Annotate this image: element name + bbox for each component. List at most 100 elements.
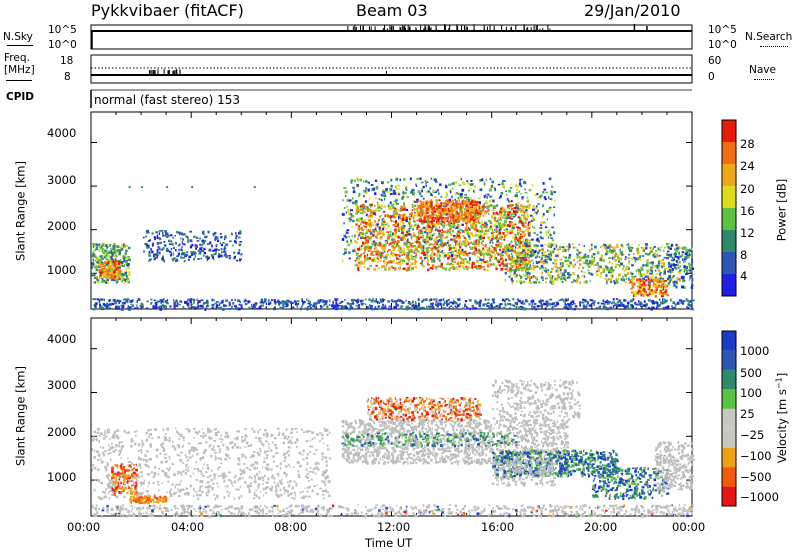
power-echo (123, 298, 126, 301)
power-echo (381, 303, 384, 307)
power-echo (446, 303, 449, 307)
power-echo (162, 246, 165, 250)
power-echo (523, 233, 527, 236)
power-echo (444, 217, 448, 220)
power-echo (518, 280, 521, 284)
power-echo (369, 264, 373, 267)
power-echo (482, 303, 485, 307)
power-echo (630, 249, 632, 253)
power-echo (504, 211, 507, 215)
power-echo (187, 298, 190, 302)
power-echo (473, 240, 476, 243)
power-echo (600, 246, 602, 249)
power-echo (103, 269, 106, 272)
power-echo (426, 262, 429, 265)
power-echo (418, 307, 421, 311)
power-echo (107, 250, 111, 253)
nave-legend-line (754, 79, 774, 80)
power-echo (482, 205, 484, 208)
power-echo (655, 301, 659, 304)
power-echo (433, 220, 435, 222)
power-echo (645, 303, 648, 307)
power-echo (354, 259, 357, 262)
power-echo (179, 303, 181, 306)
power-echo (482, 233, 485, 236)
power-echo (426, 226, 429, 229)
power-echo (442, 225, 445, 229)
power-echo (399, 178, 401, 181)
power-echo (341, 300, 344, 303)
power-echo (545, 300, 547, 303)
power-echo (485, 232, 488, 236)
power-echo (642, 247, 645, 250)
power-echo (469, 212, 471, 215)
power-echo (379, 244, 382, 247)
power-echo (646, 262, 649, 266)
power-echo (207, 256, 210, 260)
power-echo (614, 266, 617, 269)
power-echo (454, 249, 457, 252)
power-echo (161, 304, 164, 307)
power-echo (435, 236, 439, 238)
power-echo (349, 303, 352, 306)
power-echo (414, 248, 416, 251)
power-echo (150, 302, 153, 304)
power-echo (514, 301, 518, 305)
power-echo (128, 259, 131, 262)
power-echo (485, 202, 489, 205)
power-echo (334, 305, 338, 308)
power-echo (118, 278, 122, 280)
power-echo (369, 221, 371, 225)
power-echo (628, 253, 631, 256)
power-echo (440, 237, 443, 241)
power-echo (491, 246, 495, 249)
power-echo (568, 265, 571, 268)
power-echo (509, 270, 512, 273)
power-echo (616, 254, 619, 257)
power-echo (403, 217, 406, 221)
power-echo (490, 306, 493, 309)
power-echo (382, 247, 385, 251)
power-echo (388, 243, 390, 246)
power-echo (159, 247, 161, 250)
power-echo (297, 302, 300, 305)
power-echo (476, 201, 479, 204)
power-echo (682, 300, 685, 304)
power-echo (502, 249, 506, 251)
power-echo (667, 245, 669, 247)
power-echo (523, 218, 527, 221)
power-echo (677, 246, 680, 248)
power-echo (332, 306, 336, 310)
power-echo (141, 303, 144, 307)
power-echo (514, 275, 518, 279)
power-echo (123, 273, 125, 277)
power-echo (499, 224, 501, 227)
power-echo (510, 273, 512, 276)
power-echo (555, 269, 559, 273)
power-echo (112, 250, 116, 254)
power-echo (354, 250, 357, 253)
power-echo (504, 263, 508, 266)
power-echo (506, 213, 510, 217)
power-echo (367, 219, 371, 222)
power-echo (285, 304, 289, 308)
power-echo (395, 223, 397, 226)
power-echo (395, 302, 398, 306)
power-echo (148, 260, 151, 262)
power-echo (442, 205, 446, 208)
power-echo (473, 251, 475, 254)
power-echo (497, 183, 501, 186)
power-echo (435, 247, 438, 249)
power-echo (512, 236, 516, 239)
power-echo (93, 244, 96, 247)
power-echo (448, 198, 452, 201)
power-echo (107, 270, 111, 273)
power-echo (619, 257, 622, 261)
power-echo (438, 254, 441, 257)
power-echo (392, 242, 395, 245)
power-echo (506, 248, 508, 251)
power-echo (568, 246, 571, 249)
power-echo (501, 298, 505, 302)
power-echo (436, 225, 438, 228)
power-echo (406, 232, 409, 235)
